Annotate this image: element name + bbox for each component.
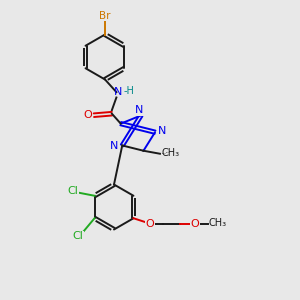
Text: methyl: methyl	[162, 153, 167, 154]
Text: Cl: Cl	[73, 231, 83, 241]
Text: N: N	[158, 126, 167, 136]
Text: O: O	[146, 219, 154, 229]
Text: N: N	[114, 87, 122, 97]
Text: CH₃: CH₃	[209, 218, 227, 228]
Text: N: N	[110, 141, 118, 151]
Text: CH₃: CH₃	[161, 148, 180, 158]
Text: Cl: Cl	[68, 186, 78, 196]
Text: O: O	[83, 110, 92, 120]
Text: N: N	[135, 105, 144, 115]
Text: -H: -H	[124, 85, 134, 96]
Text: methyl: methyl	[166, 152, 170, 154]
Text: Br: Br	[99, 11, 111, 21]
Text: O: O	[190, 219, 200, 229]
